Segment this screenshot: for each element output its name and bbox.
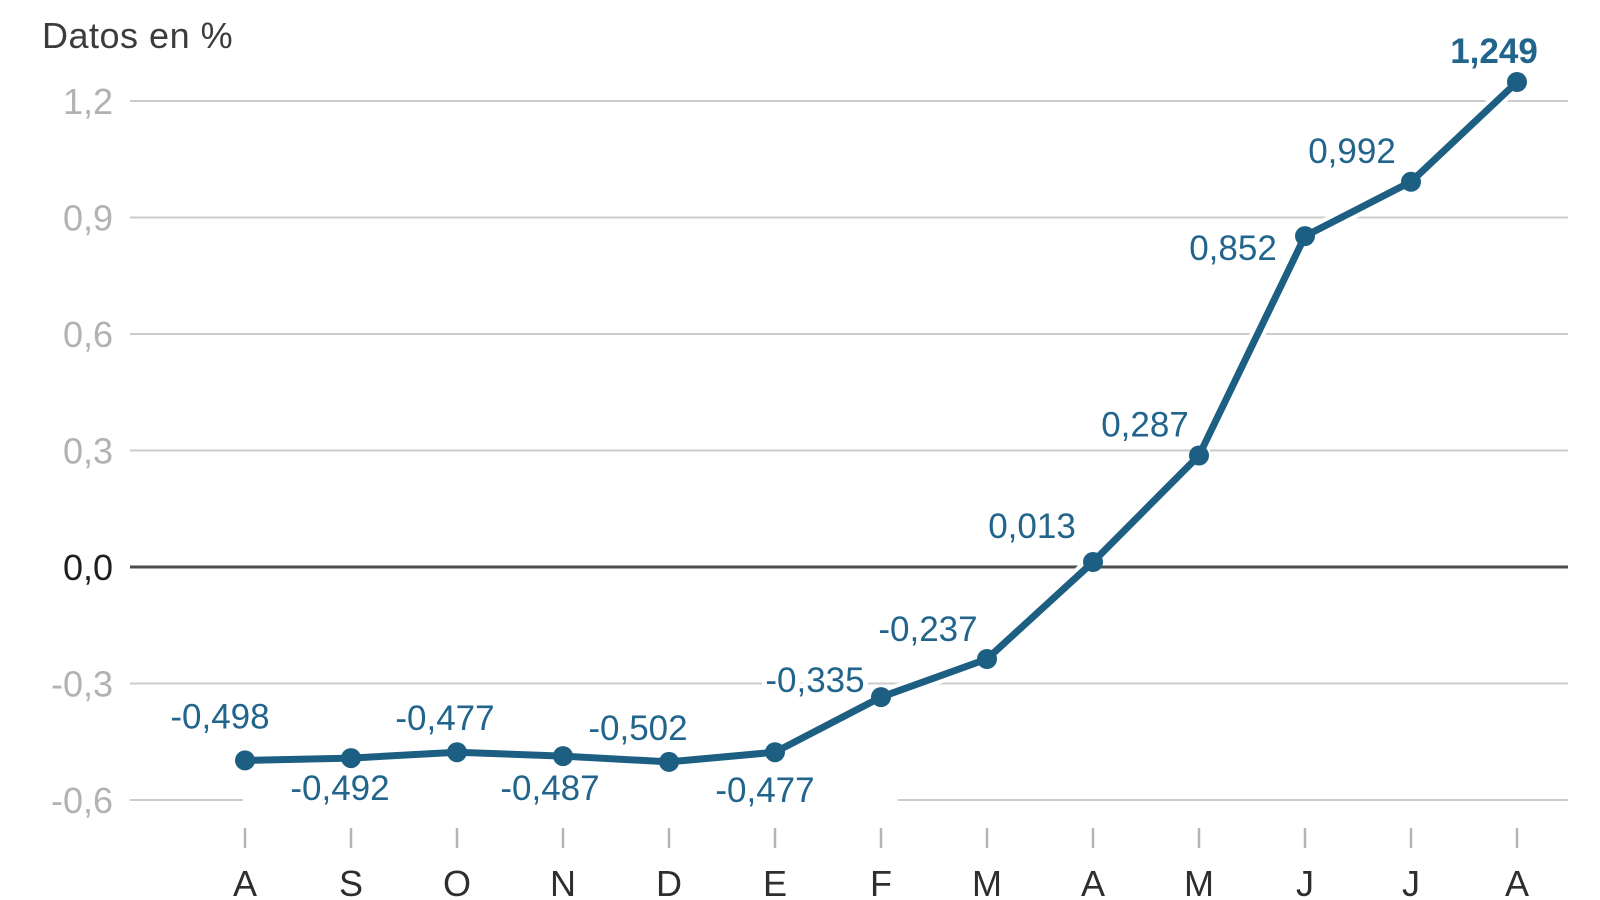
data-point [235, 750, 255, 771]
x-axis-month-label: A [233, 863, 257, 900]
data-point [977, 649, 997, 669]
data-line-casing [237, 74, 1525, 770]
x-axis-month-label: S [339, 863, 363, 900]
x-axis-month-label: J [1402, 863, 1420, 900]
y-axis-tick-label: 0,6 [63, 314, 113, 355]
data-point [1507, 72, 1527, 92]
y-axis-tick-label: 0,9 [63, 198, 113, 239]
data-point-label: 0,852 [1189, 229, 1277, 268]
x-axis-month-label: D [656, 863, 682, 900]
data-point [765, 742, 785, 763]
data-point-label: -0,477 [395, 699, 494, 738]
y-axis-tick-label: 0,0 [63, 547, 113, 588]
data-line [241, 78, 1521, 766]
data-point-label: -0,498 [170, 697, 269, 736]
y-axis-tick-label: -0,6 [51, 780, 113, 821]
x-axis-month-label: J [1296, 863, 1314, 900]
data-point-label: 0,992 [1308, 132, 1396, 171]
data-point-label: -0,477 [715, 771, 814, 810]
data-point-label: -0,237 [878, 610, 977, 649]
y-axis-tick-label: 0,3 [63, 431, 113, 472]
data-point-label: -0,492 [290, 769, 389, 808]
y-axis-tick-label: -0,3 [51, 664, 113, 705]
chart-units-note: Datos en % [42, 15, 234, 56]
x-axis-month-label: F [870, 863, 892, 900]
data-point-label: -0,487 [500, 769, 599, 808]
data-point [1295, 226, 1315, 247]
data-point [553, 746, 573, 767]
data-point-label: -0,335 [765, 661, 864, 700]
data-point [871, 687, 891, 708]
data-point [341, 748, 361, 769]
data-point [1083, 552, 1103, 572]
data-point-label: 1,249 [1450, 32, 1538, 71]
y-axis-tick-label: 1,2 [63, 81, 113, 122]
data-point [1189, 445, 1209, 466]
data-point [659, 751, 679, 772]
data-point-label: 0,013 [988, 507, 1076, 546]
x-axis-month-label: A [1081, 863, 1105, 900]
data-point [447, 742, 467, 763]
data-point-label: 0,287 [1101, 406, 1189, 445]
x-axis-month-label: E [763, 863, 787, 900]
x-axis-month-label: M [1184, 863, 1214, 900]
data-point-label: -0,502 [588, 709, 687, 748]
x-axis-month-label: N [550, 863, 576, 900]
x-axis-month-label: O [443, 863, 471, 900]
x-axis-month-label: A [1505, 863, 1529, 900]
data-point [1401, 171, 1421, 192]
x-axis-month-label: M [972, 863, 1002, 900]
